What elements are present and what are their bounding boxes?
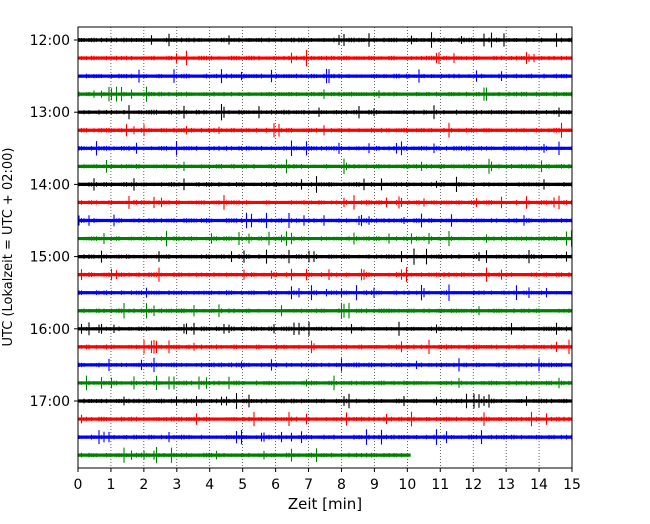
trace-noise	[78, 195, 573, 210]
trace-noise	[78, 447, 410, 464]
trace-row-1600	[78, 321, 573, 336]
trace-noise	[78, 339, 573, 355]
trace-noise	[78, 267, 573, 283]
trace-row-1400	[78, 176, 573, 193]
plot-background	[78, 27, 572, 468]
x-tick-label: 1	[106, 477, 115, 493]
trace-noise	[78, 68, 573, 84]
trace-row-1745	[78, 447, 411, 464]
trace-row-1530	[78, 284, 573, 301]
trace-row-1415	[78, 195, 573, 210]
trace-row-1500	[78, 248, 573, 265]
y-tick-label: 14:00	[30, 177, 70, 193]
trace-noise	[78, 49, 573, 67]
trace-row-1230	[78, 68, 573, 84]
x-axis: 0 1 2 3 4 5 6 7 8 9 10 11 12 13 14 15	[74, 468, 581, 493]
trace-layer	[78, 32, 573, 464]
trace-row-1715	[78, 411, 573, 427]
trace-row-1700	[78, 393, 573, 409]
y-tick-label: 13:00	[30, 105, 70, 121]
x-tick-label: 2	[139, 477, 148, 493]
trace-row-1315	[78, 122, 573, 138]
trace-noise	[78, 284, 573, 301]
trace-row-1300	[78, 104, 573, 121]
y-tick-label: 17:00	[30, 394, 70, 410]
x-axis-title: Zeit [min]	[288, 495, 362, 513]
trace-row-1445	[78, 230, 573, 247]
trace-noise	[78, 86, 573, 102]
trace-noise	[78, 357, 573, 373]
x-tick-label: 14	[530, 477, 548, 493]
x-tick-label: 9	[370, 477, 379, 493]
trace-noise	[78, 32, 573, 48]
trace-row-1200	[78, 32, 573, 48]
x-tick-label: 12	[464, 477, 482, 493]
trace-noise	[78, 248, 573, 265]
trace-noise	[78, 122, 573, 138]
trace-noise	[78, 230, 573, 247]
x-tick-label: 4	[205, 477, 214, 493]
plot-frame	[77, 26, 573, 469]
trace-noise	[78, 411, 573, 427]
trace-noise	[78, 393, 573, 409]
x-tick-label: 3	[172, 477, 181, 493]
x-tick-label: 0	[74, 477, 83, 493]
trace-row-1730	[78, 429, 573, 445]
trace-noise	[78, 212, 573, 229]
trace-noise	[78, 140, 573, 157]
trace-noise	[78, 158, 573, 175]
y-axis-title: UTC (Lokalzeit = UTC + 02:00)	[1, 148, 16, 347]
y-tick-label: 15:00	[30, 250, 70, 266]
trace-noise	[78, 321, 573, 336]
trace-row-1515	[78, 267, 573, 283]
x-tick-label: 11	[431, 477, 449, 493]
trace-noise	[78, 429, 573, 445]
y-tick-label: 16:00	[30, 322, 70, 338]
trace-row-1430	[78, 212, 573, 229]
x-tick-label: 6	[271, 477, 280, 493]
trace-row-1215	[78, 49, 573, 67]
trace-noise	[78, 302, 573, 319]
x-tick-label: 5	[238, 477, 247, 493]
x-tick-label: 10	[398, 477, 416, 493]
x-tick-label: 7	[304, 477, 313, 493]
trace-row-1630	[78, 357, 573, 373]
x-tick-label: 13	[497, 477, 515, 493]
trace-row-1645	[78, 375, 573, 391]
trace-row-1615	[78, 339, 573, 355]
trace-noise	[78, 375, 573, 391]
x-tick-label: 8	[337, 477, 346, 493]
y-tick-label: 12:00	[30, 33, 70, 49]
x-tick-label: 15	[563, 477, 581, 493]
trace-row-1245	[78, 86, 573, 102]
trace-noise	[78, 176, 573, 193]
trace-noise	[78, 104, 573, 121]
trace-row-1545	[78, 302, 573, 319]
trace-row-1345	[78, 158, 573, 175]
y-axis: 12:00 13:00 14:00 15:00 16:00 17:00	[30, 33, 78, 410]
trace-row-1330	[78, 140, 573, 157]
